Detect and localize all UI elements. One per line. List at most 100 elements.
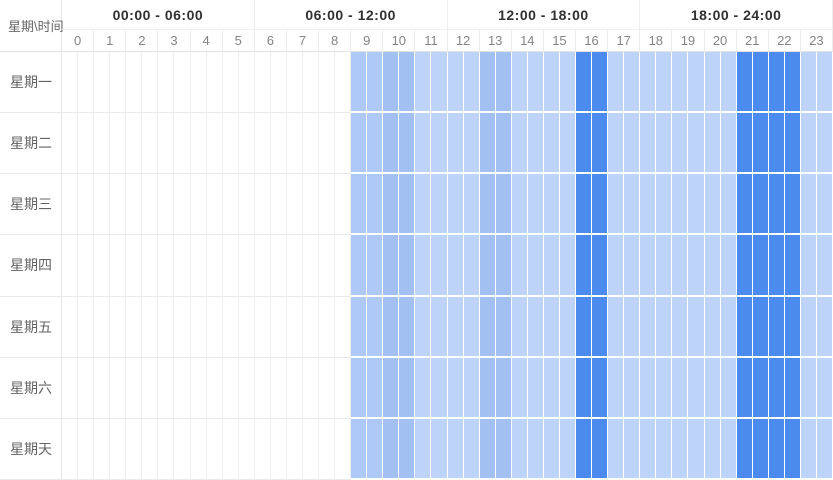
heatmap-cell[interactable] <box>447 113 464 175</box>
heatmap-cell[interactable] <box>800 52 817 114</box>
heatmap-cell[interactable] <box>495 174 512 236</box>
heatmap-cell[interactable] <box>367 357 384 419</box>
heatmap-cell[interactable] <box>415 52 432 114</box>
heatmap-cell[interactable] <box>816 113 833 175</box>
heatmap-cell[interactable] <box>399 174 416 236</box>
heatmap-cell[interactable] <box>736 296 753 358</box>
heatmap-cell[interactable] <box>527 296 544 358</box>
heatmap-cell[interactable] <box>688 296 705 358</box>
heatmap-cell[interactable] <box>608 418 625 480</box>
heatmap-cell[interactable] <box>672 113 689 175</box>
heatmap-cell[interactable] <box>511 357 528 419</box>
heatmap-cell[interactable] <box>688 357 705 419</box>
heatmap-cell[interactable] <box>495 113 512 175</box>
heatmap-cell[interactable] <box>527 52 544 114</box>
heatmap-cell[interactable] <box>768 418 785 480</box>
heatmap-cell[interactable] <box>672 52 689 114</box>
heatmap-cell[interactable] <box>688 418 705 480</box>
heatmap-cell[interactable] <box>383 418 400 480</box>
heatmap-cell[interactable] <box>559 174 576 236</box>
heatmap-cell[interactable] <box>656 357 673 419</box>
heatmap-cell[interactable] <box>463 296 480 358</box>
heatmap-cell[interactable] <box>415 174 432 236</box>
heatmap-cell[interactable] <box>351 235 368 297</box>
heatmap-cell[interactable] <box>576 113 593 175</box>
heatmap-cell[interactable] <box>431 174 448 236</box>
heatmap-cell[interactable] <box>479 357 496 419</box>
heatmap-cell[interactable] <box>720 357 737 419</box>
heatmap-cell[interactable] <box>592 113 609 175</box>
heatmap-cell[interactable] <box>784 113 801 175</box>
heatmap-cell[interactable] <box>624 418 641 480</box>
heatmap-cell[interactable] <box>800 235 817 297</box>
heatmap-cell[interactable] <box>447 235 464 297</box>
heatmap-cell[interactable] <box>383 52 400 114</box>
heatmap-cell[interactable] <box>608 52 625 114</box>
heatmap-cell[interactable] <box>383 235 400 297</box>
heatmap-cell[interactable] <box>608 296 625 358</box>
heatmap-cell[interactable] <box>431 52 448 114</box>
heatmap-cell[interactable] <box>624 296 641 358</box>
heatmap-cell[interactable] <box>592 235 609 297</box>
heatmap-cell[interactable] <box>800 113 817 175</box>
heatmap-cell[interactable] <box>656 296 673 358</box>
heatmap-cell[interactable] <box>463 418 480 480</box>
heatmap-cell[interactable] <box>447 357 464 419</box>
heatmap-cell[interactable] <box>463 357 480 419</box>
heatmap-cell[interactable] <box>624 235 641 297</box>
heatmap-cell[interactable] <box>447 418 464 480</box>
heatmap-cell[interactable] <box>816 52 833 114</box>
heatmap-cell[interactable] <box>800 296 817 358</box>
heatmap-cell[interactable] <box>624 174 641 236</box>
heatmap-cell[interactable] <box>527 418 544 480</box>
heatmap-cell[interactable] <box>688 235 705 297</box>
heatmap-cell[interactable] <box>447 52 464 114</box>
heatmap-cell[interactable] <box>704 296 721 358</box>
heatmap-cell[interactable] <box>640 357 657 419</box>
heatmap-cell[interactable] <box>640 113 657 175</box>
heatmap-cell[interactable] <box>736 418 753 480</box>
heatmap-cell[interactable] <box>720 113 737 175</box>
heatmap-cell[interactable] <box>559 113 576 175</box>
heatmap-cell[interactable] <box>752 357 769 419</box>
heatmap-cell[interactable] <box>511 113 528 175</box>
heatmap-cell[interactable] <box>431 357 448 419</box>
heatmap-cell[interactable] <box>415 357 432 419</box>
heatmap-cell[interactable] <box>640 418 657 480</box>
heatmap-cell[interactable] <box>415 235 432 297</box>
heatmap-cell[interactable] <box>383 113 400 175</box>
heatmap-cell[interactable] <box>656 418 673 480</box>
heatmap-cell[interactable] <box>367 235 384 297</box>
heatmap-cell[interactable] <box>399 296 416 358</box>
heatmap-cell[interactable] <box>720 296 737 358</box>
heatmap-cell[interactable] <box>511 418 528 480</box>
heatmap-cell[interactable] <box>415 296 432 358</box>
heatmap-cell[interactable] <box>351 296 368 358</box>
heatmap-cell[interactable] <box>816 296 833 358</box>
heatmap-cell[interactable] <box>367 296 384 358</box>
heatmap-cell[interactable] <box>608 174 625 236</box>
heatmap-cell[interactable] <box>367 52 384 114</box>
heatmap-cell[interactable] <box>704 52 721 114</box>
heatmap-cell[interactable] <box>608 235 625 297</box>
heatmap-cell[interactable] <box>816 418 833 480</box>
heatmap-cell[interactable] <box>543 296 560 358</box>
heatmap-cell[interactable] <box>431 235 448 297</box>
heatmap-cell[interactable] <box>608 357 625 419</box>
heatmap-cell[interactable] <box>399 113 416 175</box>
heatmap-cell[interactable] <box>736 357 753 419</box>
heatmap-cell[interactable] <box>447 174 464 236</box>
heatmap-cell[interactable] <box>656 174 673 236</box>
heatmap-cell[interactable] <box>415 113 432 175</box>
heatmap-cell[interactable] <box>559 357 576 419</box>
heatmap-cell[interactable] <box>576 52 593 114</box>
heatmap-cell[interactable] <box>479 113 496 175</box>
heatmap-cell[interactable] <box>383 296 400 358</box>
heatmap-cell[interactable] <box>367 418 384 480</box>
heatmap-cell[interactable] <box>415 418 432 480</box>
heatmap-cell[interactable] <box>720 235 737 297</box>
heatmap-cell[interactable] <box>736 52 753 114</box>
heatmap-cell[interactable] <box>816 235 833 297</box>
heatmap-cell[interactable] <box>736 235 753 297</box>
heatmap-cell[interactable] <box>479 52 496 114</box>
